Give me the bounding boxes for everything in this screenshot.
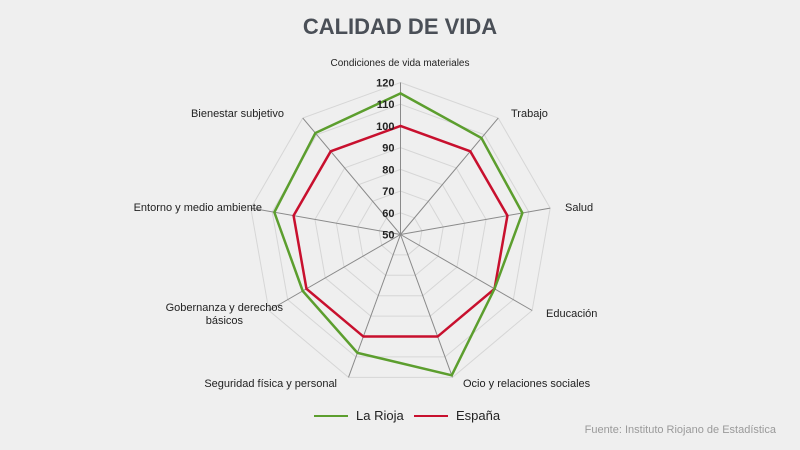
grid-ring [250,81,551,378]
category-label: Educación [546,308,597,320]
series-line-la-rioja [272,91,524,377]
series-line-españa [292,124,509,338]
tick-label: 50 [382,230,394,242]
grid-ring [335,168,466,297]
tick-label: 90 [382,143,394,155]
legend-item-la-rioja: La Rioja [314,408,404,423]
category-label: Condiciones de vida materiales [331,58,470,69]
grid-ring [378,212,423,256]
tick-label: 120 [376,78,394,90]
category-label: Gobernanza y derechos básicos [166,302,284,327]
category-label: Seguridad física y personal [204,378,337,390]
legend-label: La Rioja [356,408,404,423]
axis-line [400,207,551,235]
chart-title: CALIDAD DE VIDA [302,14,498,39]
axis-line [268,234,401,311]
axis-line [400,234,453,378]
axis-line [302,117,401,235]
category-label: Bienestar subjetivo [191,108,284,120]
source-note: Fuente: Instituto Riojano de Estadística [584,424,776,436]
category-label: Ocio y relaciones sociales [463,378,591,390]
legend-label: España [456,408,501,423]
axis-line [400,234,533,311]
tick-label: 110 [377,99,395,111]
tick-label: 80 [382,164,394,176]
tick-label: 60 [382,208,394,220]
grid-ring [357,190,444,276]
grid-ring [314,147,487,317]
tick-label: 100 [376,121,394,133]
legend-item-espana: España [414,408,500,423]
legend-swatch [414,414,448,417]
axis-line [250,207,401,235]
tick-label: 70 [382,186,394,198]
category-label: Trabajo [511,108,548,120]
legend-swatch [314,414,348,417]
category-label: Entorno y medio ambiente [134,202,262,214]
category-label: Salud [565,202,593,214]
